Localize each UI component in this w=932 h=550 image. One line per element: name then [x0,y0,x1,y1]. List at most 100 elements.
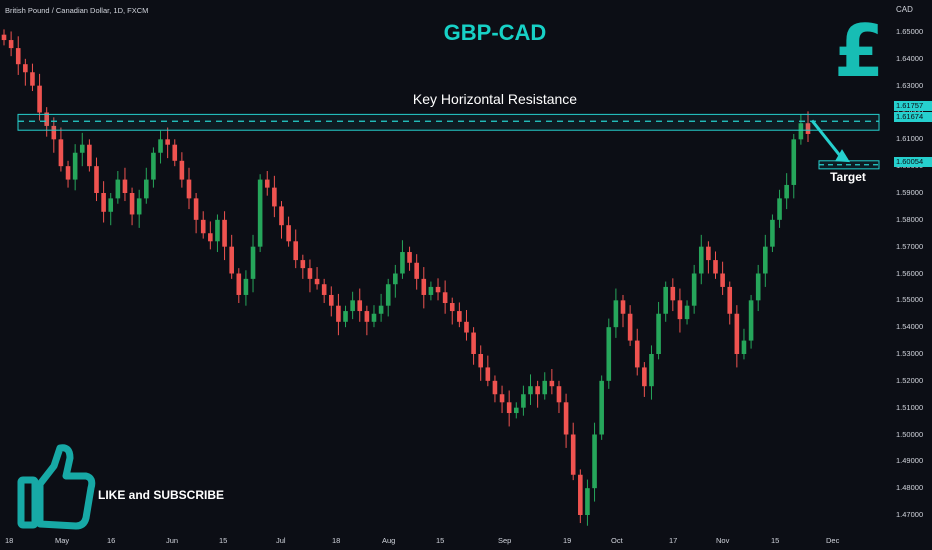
candle-body [720,273,725,287]
candle-body [670,286,676,301]
x-tick-label: Sep [498,536,512,545]
candle-body [592,434,597,489]
candle-body [94,166,99,193]
candle-body [478,354,484,368]
candle-body [8,40,14,49]
candle-body [506,402,512,414]
candle-body [485,367,491,381]
candle-body [578,474,583,515]
y-tick-label: 1.59000 [896,188,924,197]
candle-body [713,260,718,274]
price-tag-resistance-high: 1.61757 [894,101,932,111]
currency-label: CAD [896,5,913,14]
candle-body [627,313,633,341]
candle-body [79,144,85,153]
y-tick-label: 1.64000 [896,53,924,63]
resistance-zone [17,113,880,131]
candle-body [535,386,540,395]
candle-body [741,340,747,354]
y-tick-label: 1.61000 [896,134,924,144]
candle-body [634,340,640,368]
y-tick-label: 1.57000 [896,241,924,251]
x-tick-label: Jun [166,536,179,545]
candle-body [208,233,213,242]
candle-body [343,311,348,322]
candle-body [464,321,469,333]
candle-body [642,367,647,387]
candle-body [784,184,789,199]
candle-body [442,292,448,304]
like-subscribe-text: LIKE and SUBSCRIBE [98,488,225,502]
x-tick-label: Dec [826,536,840,545]
candle-body [257,179,263,247]
candle-body [314,278,320,285]
x-tick-label: 18 [332,536,341,545]
candle-body [400,252,405,274]
candle-body [428,286,434,295]
candle-body [144,179,149,199]
candle-body [101,193,106,212]
svg-text:£: £ [834,16,884,82]
candle-body [684,305,690,320]
candle-body [513,407,519,414]
pound-sign-icon: £ [834,16,884,82]
candle-body [727,286,733,314]
candle-body [279,206,284,226]
candle-body [371,313,377,322]
candle-body [620,300,626,314]
candle-body [243,278,249,295]
candle-body [798,123,804,140]
candle-body [115,179,121,199]
x-tick-label: 15 [436,536,445,545]
candle-body [336,305,341,322]
x-tick-label: Aug [382,536,396,545]
candle-body [1,34,7,41]
candle-body [172,144,178,161]
price-tag-resistance-line: 1.61674 [894,112,932,122]
y-tick-label: 1.50000 [896,429,924,439]
y-tick-label: 1.53000 [896,349,924,358]
candle-body [378,305,384,314]
y-tick-label: 1.54000 [896,322,924,332]
candle-body [492,380,498,395]
y-tick-label: 1.56000 [896,268,924,278]
candle-body [549,380,555,387]
candle-body [691,273,697,306]
candle-body [250,246,256,279]
symbol-description: British Pound / Canadian Dollar, 1D, FXC… [5,6,149,15]
candle-body [23,64,28,73]
candle-body [706,246,711,261]
candle-body [770,219,775,247]
candle-body [293,241,299,261]
x-tick-label: Oct [611,536,623,545]
x-tick-label: 18 [5,536,14,545]
thumbs-up-icon [17,444,96,530]
candle-body [385,284,391,306]
price-tag-target: 1.60054 [894,157,932,167]
y-tick-label: 1.58000 [896,214,924,224]
candle-body [350,300,355,312]
candle-body [151,152,156,180]
candle-body [236,273,242,295]
candle-body [193,198,199,220]
candle-body [87,144,92,167]
x-tick-label: 19 [563,536,572,545]
candle-body [30,72,35,86]
candle-body [763,246,768,274]
candle-body [613,300,619,328]
candle-body [364,311,370,322]
resistance-label: Key Horizontal Resistance [412,91,578,107]
candle-body [499,394,505,403]
candle-body [165,139,170,145]
candle-body [471,332,476,354]
candle-body [734,313,740,354]
target-arrow [810,119,844,160]
x-tick-label: Jul [276,536,286,545]
candle-body [805,123,811,134]
x-tick-label: 17 [669,536,678,545]
y-tick-label: 1.52000 [896,375,924,385]
candle-body [328,294,334,306]
candle-body [435,286,441,293]
y-tick-label: 1.51000 [896,402,924,412]
